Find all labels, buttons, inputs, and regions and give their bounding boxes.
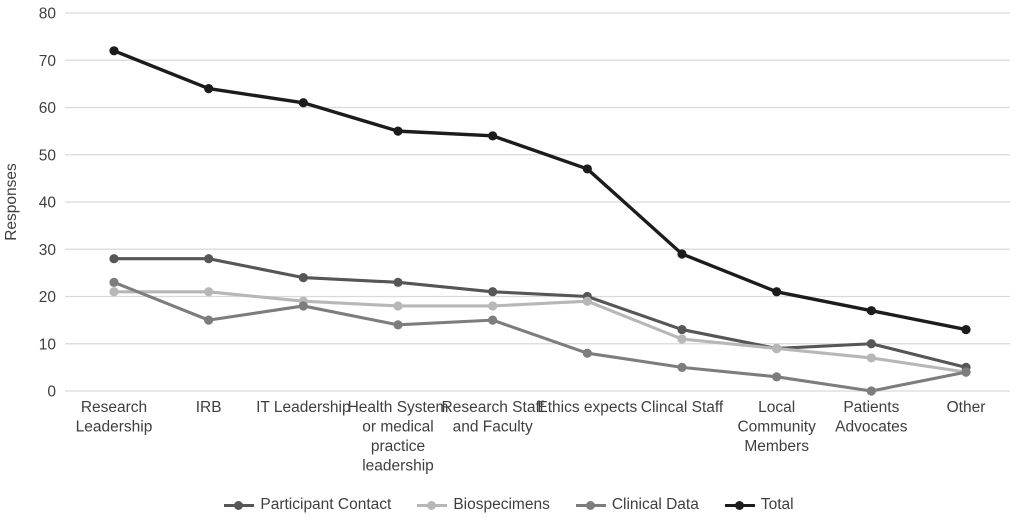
y-tick-label: 10 bbox=[39, 336, 57, 353]
data-point-marker bbox=[204, 315, 214, 325]
data-point-marker bbox=[772, 287, 782, 297]
x-axis-label: Patients bbox=[843, 399, 899, 416]
legend-dot bbox=[734, 500, 744, 510]
legend-dot bbox=[585, 500, 595, 510]
data-point-marker bbox=[393, 320, 403, 330]
data-point-marker bbox=[393, 126, 403, 136]
x-axis-label: Research bbox=[81, 399, 147, 416]
data-point-marker bbox=[772, 372, 782, 382]
y-axis-title: Responses bbox=[3, 163, 20, 241]
data-point-marker bbox=[298, 273, 308, 283]
data-point-marker bbox=[298, 301, 308, 311]
series-line-participant-contact bbox=[112, 257, 968, 369]
data-point-marker bbox=[488, 301, 498, 311]
data-point-marker bbox=[772, 343, 782, 354]
data-point-marker bbox=[109, 277, 119, 287]
data-point-marker bbox=[204, 84, 214, 94]
x-axis-label: IRB bbox=[196, 399, 222, 416]
data-point-marker bbox=[393, 277, 403, 287]
data-point-marker bbox=[488, 287, 498, 297]
legend-dot bbox=[427, 500, 437, 510]
x-axis-label: Ethics expects bbox=[537, 399, 637, 416]
data-point-marker bbox=[677, 249, 687, 259]
data-point-marker bbox=[582, 296, 592, 306]
data-point-marker bbox=[582, 348, 592, 358]
legend-marker-icon bbox=[417, 500, 448, 510]
data-point-marker bbox=[866, 339, 876, 349]
y-tick-label: 0 bbox=[47, 384, 56, 401]
data-point-marker bbox=[204, 287, 214, 297]
x-axis-label: IT Leadership bbox=[256, 399, 351, 416]
x-axis-label: Local bbox=[758, 399, 795, 416]
x-axis-label: Members bbox=[744, 438, 809, 455]
chart-plot-area: 0 10 20 30 40 50 60 70 80 Responses Research Leader… bbox=[3, 6, 1010, 475]
legend-item-participant-contact: Participant Contact bbox=[224, 496, 391, 514]
data-point-marker bbox=[961, 324, 971, 335]
x-axis-label: practice bbox=[371, 438, 425, 455]
x-axis-label: Other bbox=[947, 399, 986, 416]
x-axis-label: Clincal Staff bbox=[641, 399, 724, 416]
data-point-marker bbox=[204, 254, 214, 264]
data-point-marker bbox=[488, 131, 498, 141]
x-axis-label: Community bbox=[737, 419, 816, 436]
x-axis-label: or medical bbox=[362, 419, 434, 436]
x-axis-label: Advocates bbox=[835, 419, 908, 436]
x-axis-label: Research Staff bbox=[442, 399, 545, 416]
y-tick-label: 70 bbox=[39, 53, 57, 70]
data-point-marker bbox=[393, 301, 403, 311]
legend-label: Total bbox=[760, 496, 794, 513]
data-point-marker bbox=[961, 367, 971, 377]
legend-label: Biospecimens bbox=[453, 496, 550, 513]
data-point-marker bbox=[582, 164, 592, 174]
data-point-marker bbox=[866, 306, 876, 316]
data-point-marker bbox=[677, 334, 687, 344]
series-line-total bbox=[112, 49, 968, 332]
y-tick-label: 40 bbox=[39, 195, 57, 212]
y-tick-label: 50 bbox=[39, 147, 57, 164]
legend-item-biospecimens: Biospecimens bbox=[417, 496, 550, 514]
data-point-marker bbox=[109, 287, 119, 297]
data-point-marker bbox=[488, 315, 498, 325]
legend-label: Clinical Data bbox=[611, 496, 699, 513]
legend-marker-icon bbox=[224, 500, 255, 510]
series-line-biospecimens bbox=[112, 290, 968, 374]
legend-item-total: Total bbox=[724, 496, 794, 514]
data-point-marker bbox=[109, 46, 119, 56]
y-tick-label: 20 bbox=[39, 289, 57, 306]
x-axis-label: Health System bbox=[348, 399, 449, 416]
x-axis-label: and Faculty bbox=[453, 419, 533, 436]
data-point-marker bbox=[298, 98, 308, 108]
legend-marker-icon bbox=[575, 500, 606, 510]
data-point-marker bbox=[866, 386, 876, 396]
legend-dot bbox=[234, 500, 244, 510]
data-point-marker bbox=[677, 362, 687, 372]
legend-label: Participant Contact bbox=[260, 496, 392, 513]
data-point-marker bbox=[677, 324, 687, 335]
x-axis-label: Leadership bbox=[76, 419, 153, 436]
y-tick-label: 80 bbox=[39, 6, 57, 23]
legend-marker-icon bbox=[724, 500, 755, 510]
y-tick-label: 30 bbox=[39, 242, 57, 259]
x-axis-label: leadership bbox=[362, 458, 434, 475]
y-tick-label: 60 bbox=[39, 100, 57, 117]
data-point-marker bbox=[866, 353, 876, 363]
legend-item-clinical-data: Clinical Data bbox=[575, 496, 699, 514]
data-point-marker bbox=[109, 254, 119, 264]
legend: Participant Contact Biospecimens Clinical … bbox=[0, 496, 1018, 514]
series-line-clinical-data bbox=[112, 280, 968, 393]
